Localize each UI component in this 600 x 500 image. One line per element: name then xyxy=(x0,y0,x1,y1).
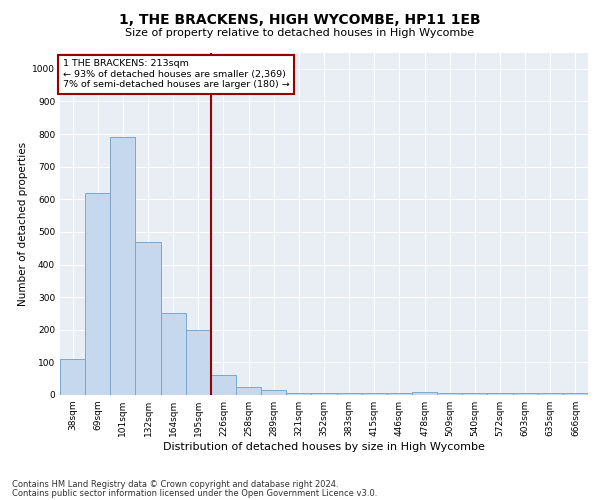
Bar xyxy=(85,193,110,395)
Bar xyxy=(487,394,512,395)
Bar xyxy=(412,392,437,395)
Bar xyxy=(211,376,236,395)
Bar xyxy=(110,138,136,395)
Bar xyxy=(136,242,161,395)
Bar xyxy=(311,394,337,395)
Bar xyxy=(337,394,362,395)
Bar xyxy=(161,314,186,395)
Bar xyxy=(387,394,412,395)
Bar xyxy=(60,359,85,395)
Bar xyxy=(512,394,538,395)
Bar xyxy=(261,390,286,395)
Bar xyxy=(563,394,588,395)
Text: Contains public sector information licensed under the Open Government Licence v3: Contains public sector information licen… xyxy=(12,489,377,498)
Bar xyxy=(538,394,563,395)
Text: 1, THE BRACKENS, HIGH WYCOMBE, HP11 1EB: 1, THE BRACKENS, HIGH WYCOMBE, HP11 1EB xyxy=(119,12,481,26)
Text: Size of property relative to detached houses in High Wycombe: Size of property relative to detached ho… xyxy=(125,28,475,38)
Bar xyxy=(362,394,387,395)
X-axis label: Distribution of detached houses by size in High Wycombe: Distribution of detached houses by size … xyxy=(163,442,485,452)
Bar xyxy=(462,394,487,395)
Bar xyxy=(236,387,261,395)
Bar xyxy=(286,394,311,395)
Bar xyxy=(437,394,462,395)
Text: Contains HM Land Registry data © Crown copyright and database right 2024.: Contains HM Land Registry data © Crown c… xyxy=(12,480,338,489)
Bar xyxy=(186,330,211,395)
Text: 1 THE BRACKENS: 213sqm
← 93% of detached houses are smaller (2,369)
7% of semi-d: 1 THE BRACKENS: 213sqm ← 93% of detached… xyxy=(62,60,289,89)
Y-axis label: Number of detached properties: Number of detached properties xyxy=(18,142,28,306)
